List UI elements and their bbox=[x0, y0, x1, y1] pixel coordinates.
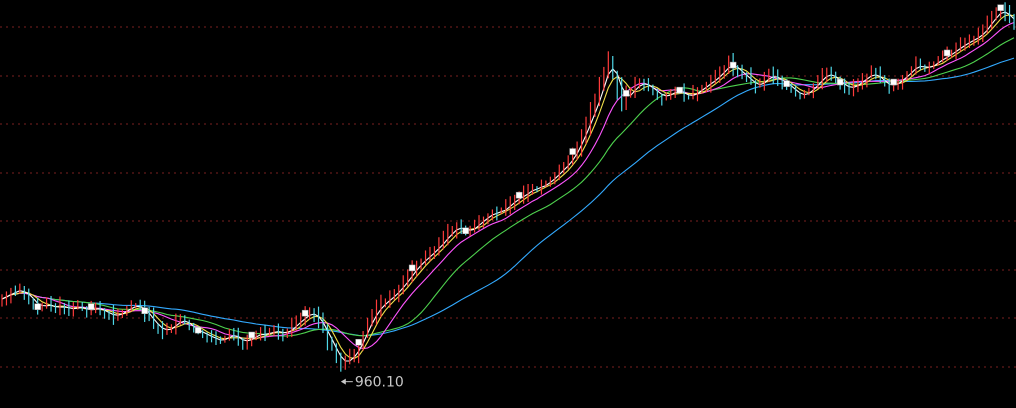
signal-marker-92 bbox=[408, 264, 416, 272]
ma-line-3 bbox=[1, 21, 1015, 350]
ma-line-1 bbox=[1, 11, 1015, 362]
signal-marker-200 bbox=[890, 78, 897, 86]
chart-grid bbox=[0, 26, 1016, 368]
signal-marker-80 bbox=[355, 339, 362, 346]
signal-marker-140 bbox=[622, 90, 630, 97]
signal-marker-32 bbox=[141, 307, 148, 315]
candlestick-series bbox=[1, 2, 1015, 372]
signal-marker-56 bbox=[248, 331, 255, 339]
signal-marker-224 bbox=[997, 4, 1004, 11]
signal-marker-152 bbox=[676, 86, 683, 94]
signal-markers bbox=[34, 4, 1004, 346]
signal-marker-164 bbox=[729, 61, 737, 69]
signal-marker-128 bbox=[569, 148, 576, 155]
ma-line-2 bbox=[1, 14, 1015, 360]
low-price-label: 960.10 bbox=[355, 375, 404, 391]
low-arrow-head bbox=[340, 378, 346, 385]
signal-marker-44 bbox=[194, 326, 202, 334]
signal-marker-116 bbox=[515, 191, 523, 199]
low-annotation: 960.10 bbox=[340, 375, 404, 391]
ma-line-4 bbox=[1, 37, 1015, 337]
moving-average-lines bbox=[1, 11, 1015, 362]
signal-marker-8 bbox=[34, 303, 41, 310]
signal-marker-212 bbox=[943, 49, 951, 57]
ma-line-5 bbox=[1, 57, 1015, 337]
signal-marker-176 bbox=[783, 80, 790, 87]
signal-marker-68 bbox=[301, 309, 309, 317]
signal-marker-188 bbox=[836, 78, 844, 86]
signal-marker-20 bbox=[87, 303, 95, 310]
signal-marker-104 bbox=[462, 227, 469, 235]
